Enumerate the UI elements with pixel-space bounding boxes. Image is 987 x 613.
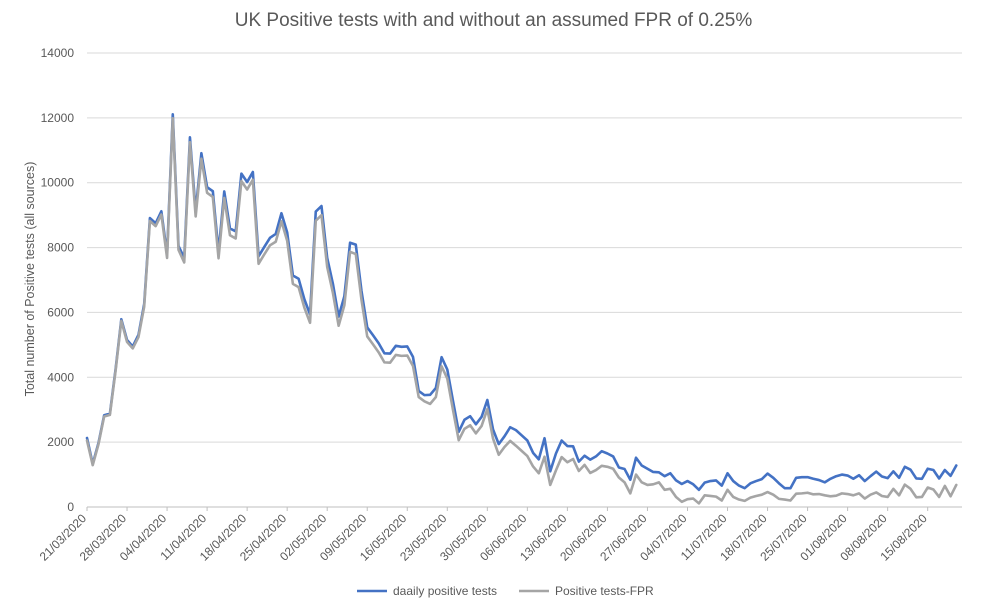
- y-tick-label: 0: [67, 500, 74, 514]
- legend-label: daaily positive tests: [393, 584, 497, 598]
- y-tick-label: 8000: [47, 241, 74, 255]
- series-line-2: [85, 116, 958, 505]
- chart-title: UK Positive tests with and without an as…: [234, 10, 753, 31]
- x-axis-tick-labels: 21/03/202028/03/202004/04/202011/04/2020…: [37, 507, 930, 564]
- series-line-1: [85, 112, 958, 492]
- series-lines: [85, 112, 958, 505]
- gridlines: [87, 52, 962, 508]
- y-tick-label: 12000: [41, 111, 75, 125]
- y-tick-label: 4000: [47, 370, 74, 384]
- y-axis-title: Total number of Positive tests (all sour…: [23, 162, 37, 397]
- y-tick-label: 10000: [41, 176, 75, 190]
- y-axis-tick-labels: 0 2000 4000 6000 8000 10000 12000 14000: [41, 46, 75, 514]
- legend-label: Positive tests-FPR: [555, 584, 654, 598]
- legend: daaily positive tests Positive tests-FPR: [357, 584, 654, 598]
- y-tick-label: 6000: [47, 305, 74, 319]
- y-tick-label: 2000: [47, 435, 74, 449]
- y-tick-label: 14000: [41, 46, 75, 60]
